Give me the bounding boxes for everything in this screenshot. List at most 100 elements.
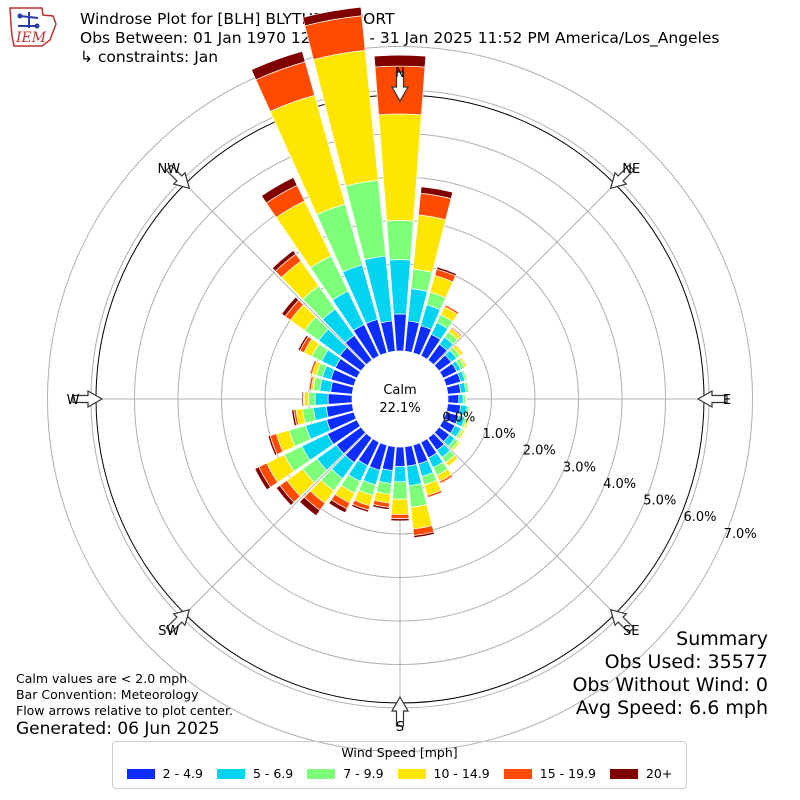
direction-label: S [396,720,404,735]
radial-tick-label: 7.0% [724,527,757,542]
flow-arrow-icon [72,389,104,409]
direction-label: SW [158,624,179,639]
flow-arrow-icon [165,164,191,190]
windrose-bar-segment [302,6,363,27]
flow-arrow-icon [609,608,635,634]
windrose-bar-segment [463,417,470,430]
windrose-bar-segment [254,466,271,491]
windrose-bar-segment [372,504,390,510]
windrose-bar-segment [390,498,410,515]
calm-circle [352,351,448,447]
logo-text: IEM [15,30,47,46]
legend-label: 15 - 19.9 [539,766,596,781]
windrose-bar-segment [312,405,329,421]
legend: Wind Speed [mph] 2 - 4.9 5 - 6.9 7 - 9.9 10… [112,741,687,789]
obs-without-wind: Obs Without Wind: 0 [572,674,768,696]
angular-grid-line [433,432,616,615]
legend-item: 2 - 4.9 [126,766,203,781]
windrose-bar-segment [443,304,460,315]
windrose-bar-segment [373,54,427,68]
legend-label: 20+ [645,766,673,781]
legend-label: 5 - 6.9 [252,766,294,781]
legend-items: 2 - 4.9 5 - 6.9 7 - 9.9 10 - 14.9 15 - 19.9 2… [113,766,686,781]
windrose-bar-segment [447,394,460,404]
windrose-bar-segment [466,381,470,393]
windrose-bar-segment [458,393,464,405]
direction-label: NW [157,162,180,177]
windrose-bar-segment [392,481,408,500]
legend-label: 7 - 9.9 [343,766,384,781]
constraints: ↳ constraints: Jan [80,48,219,66]
calm-label: Calm [383,383,416,398]
obs-between: Obs Between: 01 Jan 1970 12:00 AM - 31 J… [80,29,720,47]
legend-title: Wind Speed [mph] [341,745,458,760]
calm-value: 22.1% [379,401,420,416]
windrose-bar-segment [393,313,407,352]
legend-swatch [307,768,336,779]
flow-arrow-icon [609,164,635,190]
legend-label: 2 - 4.9 [162,766,203,781]
flow-arrow-icon [696,389,728,409]
angular-grid-line [433,183,616,366]
windrose-bar-segment [260,176,298,204]
windrose-bar-segment [394,446,406,467]
iem-logo: IEM [9,7,57,47]
windrose-bar-segment [389,259,411,315]
obs-used: Obs Used: 35577 [604,651,768,673]
legend-label: 10 - 14.9 [433,766,490,781]
windrose-bar-segment [327,393,353,405]
radial-tick-label: 2.0% [523,444,556,459]
avg-speed: Avg Speed: 6.6 mph [575,697,768,719]
windrose-bar-segment [299,496,321,517]
generated-date: Generated: 06 Jun 2025 [16,719,220,739]
windrose-bar-segment [464,393,467,405]
legend-item: 10 - 14.9 [397,766,490,781]
radial-tick-label: 5.0% [643,494,676,509]
legend-swatch [126,768,155,779]
windrose-bar-segment [309,359,318,375]
flow-arrow-icon [165,608,191,634]
legend-item: 5 - 6.9 [216,766,294,781]
windrose-bar-segment [450,440,461,452]
windrose-bar-segment [303,391,310,407]
angular-grid-line [184,183,367,366]
windrose-bar-segment [460,356,469,368]
radial-grid-circle [47,46,753,752]
windrose-bar-segment [351,503,370,513]
windrose-bar-segment [463,369,469,381]
windrose-bar-segment [451,325,463,337]
windrose-bar-segment [314,392,329,406]
legend-swatch [609,768,638,779]
legend-swatch [397,768,426,779]
radial-tick-label: 3.0% [563,460,596,475]
calm-note: Calm values are < 2.0 mph [16,671,188,686]
notes: Calm values are < 2.0 mph Bar Convention… [16,671,233,719]
windrose-bar-segment [420,186,454,200]
legend-item: 7 - 9.9 [307,766,384,781]
flow-arrow-icon [390,695,410,727]
radial-tick-label: 1.0% [483,427,516,442]
windrose-bar-segment [297,334,309,352]
legend-swatch [216,768,245,779]
windrose-bar-segment [308,375,314,391]
windrose-bar-segment [410,268,433,292]
windrose-bar-segment [328,499,348,514]
windrose-bar-segment [378,113,422,222]
windrose-bar-segment [250,50,306,81]
windrose-bar-segment [436,266,457,277]
windrose-bar-segment [291,409,298,427]
summary-title: Summary [676,628,768,650]
windrose-bar-segment [301,391,304,407]
windrose-bar-segment [390,513,410,520]
legend-item: 15 - 19.9 [503,766,596,781]
windrose-bar-segment [455,343,465,355]
windrose-bar-segment [386,220,414,261]
direction-label: E [723,393,731,408]
direction-label: N [395,66,405,81]
windrose-bar-segment [457,428,466,441]
windrose-bar-segment [439,474,454,484]
windrose-bar-segment [378,468,394,484]
summary-box: Summary Obs Used: 35577 Obs Without Wind… [572,628,768,720]
windrose-bar-segment [271,250,297,272]
